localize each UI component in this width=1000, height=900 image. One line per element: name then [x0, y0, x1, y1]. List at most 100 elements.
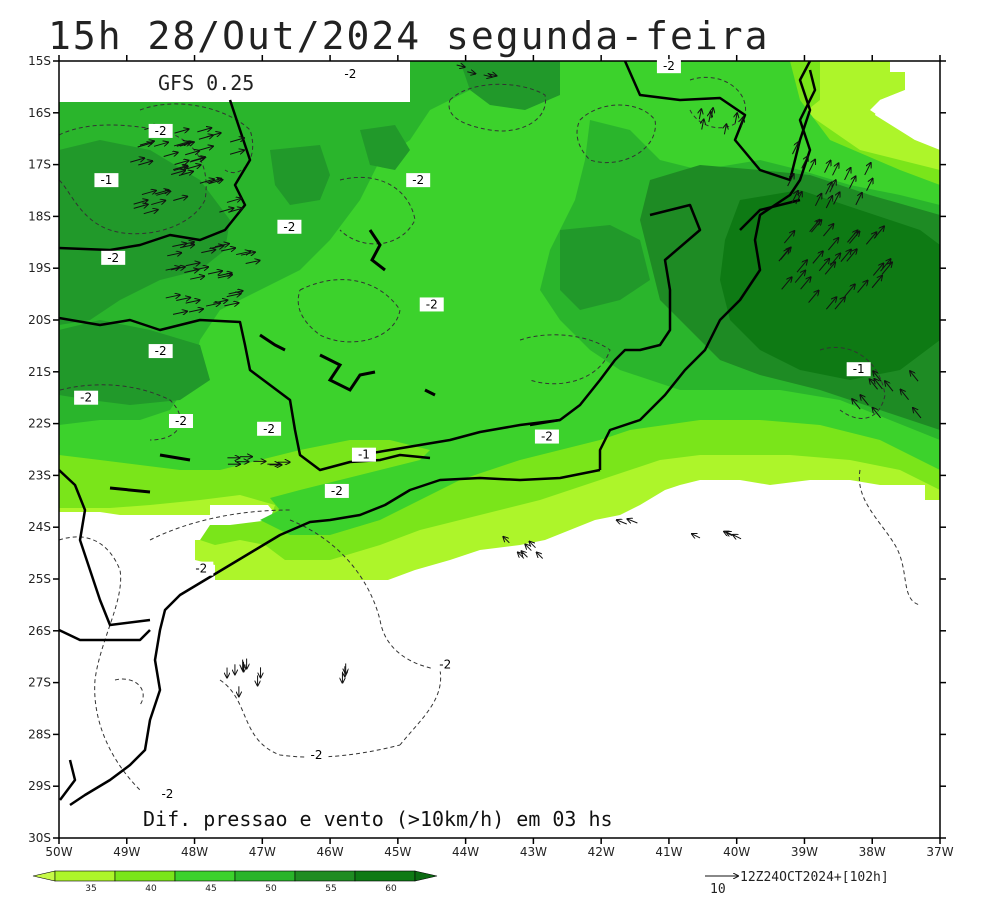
wind-arrow [537, 552, 544, 559]
wind-arrow [201, 250, 215, 253]
contour-line [149, 509, 291, 541]
wind-arrow [173, 196, 187, 201]
wind-arrow [191, 157, 205, 162]
wind-arrow [627, 519, 638, 523]
contour-line [59, 384, 181, 441]
svg-text:-2: -2 [263, 422, 275, 436]
wind-arrow [810, 220, 821, 233]
lon-tick-label: 41W [655, 845, 682, 859]
page-title: 15h 28/Out/2024 segunda-feira [48, 14, 770, 58]
contour-label: -2 [304, 748, 329, 763]
wind-arrow [165, 295, 180, 298]
wind-arrow [864, 163, 871, 176]
contour-label: -2 [148, 124, 173, 138]
caption: Dif. pressao e vento (>10km/h) em 03 hs [143, 807, 613, 831]
lat-tick-label: 25S [28, 572, 51, 586]
wind-arrow [857, 281, 868, 293]
wind-arrow [184, 270, 198, 273]
wind-arrow [834, 297, 845, 310]
wind-arrow [467, 72, 475, 74]
wind-arrow [724, 532, 733, 536]
wind-arrow [213, 300, 227, 303]
legend-swatch [294, 870, 356, 882]
contour-label: -2 [148, 344, 173, 359]
wind-arrow [188, 309, 203, 312]
lon-tick-label: 46W [317, 845, 344, 859]
lon-tick-label: 49W [113, 845, 140, 859]
wind-arrow [456, 65, 465, 67]
wind-arrow [185, 263, 200, 266]
wind-arrow [711, 108, 713, 119]
wind-arrow [170, 171, 185, 176]
svg-text:-1: -1 [358, 448, 370, 462]
lat-tick-label: 21S [28, 365, 51, 379]
contour-line [297, 279, 401, 343]
wind-arrow [174, 129, 189, 134]
lon-tick-label: 38W [859, 845, 886, 859]
wind-arrow [139, 141, 154, 146]
svg-text:-2: -2 [541, 430, 553, 444]
lat-tick-label: 17S [28, 158, 51, 172]
reference-vector: 10 12Z24OCT2024+[102h] [705, 870, 889, 897]
wind-arrow [781, 277, 792, 290]
lat-tick-label: 15S [28, 54, 51, 68]
legend-swatch [234, 870, 296, 882]
pressure-contours [59, 76, 921, 791]
lagoa [59, 759, 77, 801]
wind-arrow [483, 75, 492, 77]
lon-tick-label: 47W [249, 845, 276, 859]
coast [598, 69, 817, 470]
wind-arrow [865, 232, 876, 245]
contour-line [339, 176, 416, 245]
svg-text:-2: -2 [283, 220, 295, 234]
wind-arrow [709, 112, 711, 123]
border-rj-sp [359, 418, 561, 457]
wind-arrow [872, 263, 883, 276]
wind-arrow [724, 124, 726, 135]
wind-arrow [219, 208, 233, 213]
shade-55-north [460, 61, 560, 110]
wind-arrow [617, 520, 627, 524]
contour-label: -2 [189, 561, 214, 576]
wind-arrow [176, 142, 191, 147]
lat-tick-label: 22S [28, 417, 51, 431]
wind-arrow [866, 179, 873, 191]
legend-tick-label: 55 [325, 884, 336, 894]
contour-label: -2 [534, 429, 559, 444]
reservoir [109, 486, 151, 494]
wind-arrow [827, 238, 838, 251]
coast-south [69, 468, 601, 807]
contour-line [139, 103, 254, 173]
wind-arrow [808, 291, 819, 303]
svg-text:-2: -2 [195, 562, 207, 576]
shade-60-east [720, 190, 940, 380]
wind-arrow [801, 156, 808, 169]
contour-label: -2 [168, 414, 193, 429]
lon-tick-label: 48W [181, 845, 208, 859]
wind-arrow [910, 371, 919, 382]
svg-text:-2: -2 [412, 173, 424, 187]
wind-arrow [130, 158, 144, 163]
lat-tick-label: 20S [28, 313, 51, 327]
wind-arrow [229, 138, 244, 143]
legend-swatch [174, 870, 236, 882]
wind-arrow [185, 300, 200, 303]
wind-arrow [173, 166, 187, 171]
wind-arrow [844, 168, 851, 181]
contour-label: -2 [419, 297, 444, 312]
wind-vectors [130, 65, 922, 696]
svg-text:-2: -2 [80, 391, 92, 405]
wind-arrow [503, 537, 510, 544]
wind-arrow [207, 179, 221, 184]
lat-tick-label: 19S [28, 261, 51, 275]
lon-tick-label: 39W [791, 845, 818, 859]
wind-arrow [824, 262, 835, 275]
reservoir [368, 229, 386, 272]
legend-tick-label: 50 [265, 884, 277, 894]
wind-arrow [224, 303, 238, 306]
wind-arrow [236, 252, 250, 255]
plot-frame [58, 60, 941, 839]
wind-arrow [138, 161, 152, 166]
lon-tick-label: 45W [384, 845, 411, 859]
lat-tick-label: 28S [28, 727, 51, 741]
